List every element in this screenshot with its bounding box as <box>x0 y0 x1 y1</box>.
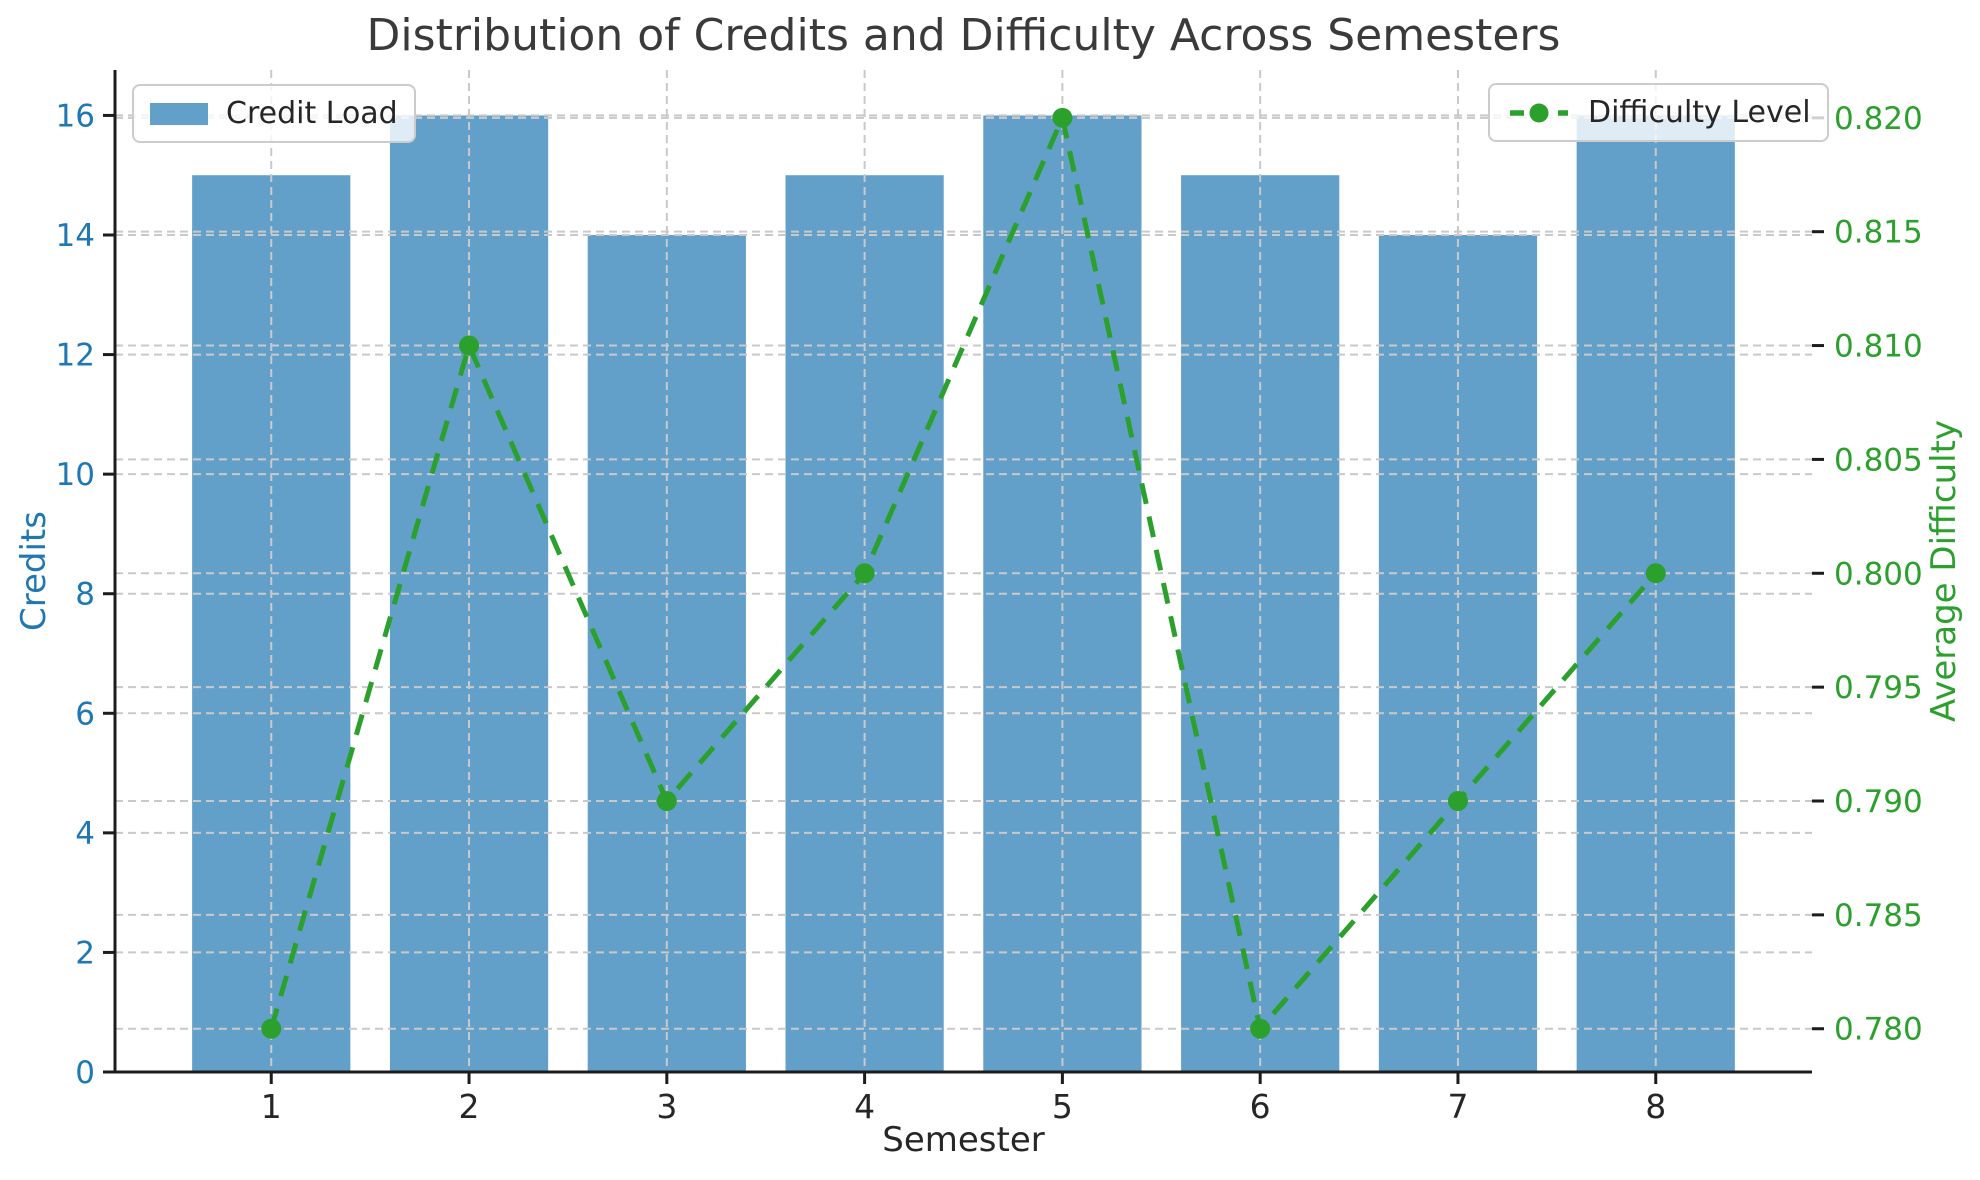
credit-load-swatch-icon <box>150 102 208 125</box>
left-tick-label: 2 <box>75 935 95 971</box>
difficulty-marker <box>656 791 677 812</box>
legend-credit-load: Credit Load <box>132 84 416 143</box>
difficulty-line <box>268 109 1658 1035</box>
right-axis-label: Average Difficulty <box>1924 419 1964 723</box>
right-tick-label: 0.820 <box>1834 101 1923 137</box>
left-tick-label: 4 <box>75 816 95 852</box>
left-tick-label: 8 <box>75 577 95 613</box>
difficulty-marker <box>854 563 875 584</box>
x-tick-label: 1 <box>261 1087 282 1126</box>
right-tick-label: 0.795 <box>1834 670 1923 706</box>
x-tick-label: 4 <box>854 1087 875 1126</box>
x-tick-label: 2 <box>459 1087 480 1126</box>
left-tick-label: 16 <box>56 98 95 134</box>
x-tick-label: 5 <box>1052 1087 1073 1126</box>
right-tick-label: 0.780 <box>1834 1012 1923 1048</box>
difficulty-marker <box>459 335 480 356</box>
right-tick-label: 0.800 <box>1834 556 1923 592</box>
difficulty-marker <box>1447 791 1468 812</box>
right-tick-label: 0.805 <box>1834 442 1923 478</box>
right-tick-label: 0.810 <box>1834 329 1923 365</box>
left-tick-label: 6 <box>75 696 95 732</box>
x-tick-label: 3 <box>656 1087 677 1126</box>
right-tick-label: 0.785 <box>1834 898 1923 934</box>
difficulty-marker <box>261 1018 282 1039</box>
right-tick-label: 0.790 <box>1834 784 1923 820</box>
x-tick-label: 8 <box>1645 1087 1666 1126</box>
x-tick-label: 6 <box>1250 1087 1271 1126</box>
x-tick-label: 7 <box>1447 1087 1468 1126</box>
left-tick-label: 10 <box>56 457 95 493</box>
left-tick-label: 14 <box>56 218 95 254</box>
left-tick-label: 12 <box>56 338 95 374</box>
legend-difficulty-level-label: Difficulty Level <box>1588 95 1811 130</box>
right-tick-label: 0.815 <box>1834 215 1923 251</box>
difficulty-marker <box>1250 1018 1271 1039</box>
x-axis-label: Semester <box>882 1120 1045 1160</box>
chart-title: Distribution of Credits and Difficulty A… <box>366 10 1561 61</box>
difficulty-line-swatch-icon <box>1510 103 1568 122</box>
difficulty-marker <box>1645 563 1666 584</box>
legend-credit-load-label: Credit Load <box>226 96 398 131</box>
left-axis-label: Credits <box>14 511 54 631</box>
legend-difficulty-level: Difficulty Level <box>1488 83 1829 142</box>
left-tick-label: 0 <box>75 1055 95 1091</box>
difficulty-marker <box>1052 107 1073 128</box>
